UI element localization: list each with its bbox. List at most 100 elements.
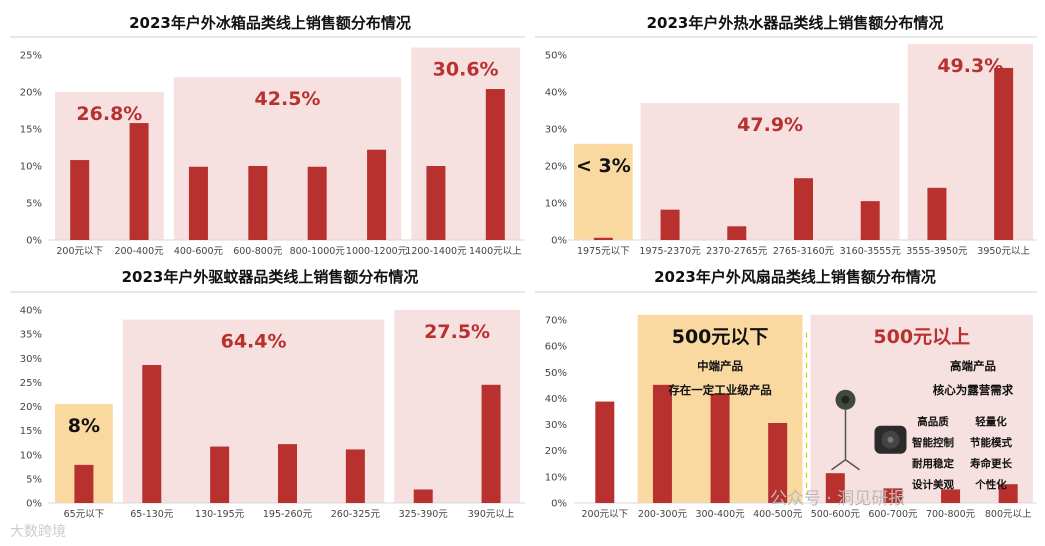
y-tick-label: 35% <box>20 330 42 341</box>
y-tick-label: 60% <box>545 342 567 353</box>
x-tick-label: 260-325元 <box>331 509 381 520</box>
group-share-label: 26.8% <box>76 103 142 125</box>
group-band-2 <box>640 103 900 240</box>
x-axis: 200元以下 200-300元 300-400元 400-500元 500-600元 60… <box>581 509 1032 520</box>
bar-5 <box>825 473 845 503</box>
bar-1 <box>74 464 94 503</box>
bar-6 <box>927 187 947 240</box>
group-share-label: 500元以上 <box>873 326 970 348</box>
x-tick-label: 700-800元 <box>926 509 976 520</box>
y-tick-label: 20% <box>20 88 42 99</box>
watermark-left: 大数跨境 <box>10 524 66 540</box>
x-tick-label: 130-195元 <box>195 509 245 520</box>
x-tick-label: 195-260元 <box>263 509 313 520</box>
feature-label: 个性化 <box>974 478 1007 491</box>
bar-5 <box>307 166 327 240</box>
feature-label: 寿命更长 <box>970 457 1012 470</box>
x-tick-label: 1400元以上 <box>469 246 522 257</box>
chart-title: 2023年户外风扇品类线上销售额分布情况 <box>654 268 936 286</box>
y-tick-label: 70% <box>545 316 567 327</box>
y-axis: 0% 10% 20% 30% 40% 50% 60% 70% <box>545 316 567 510</box>
x-tick-label: 390元以上 <box>468 509 515 520</box>
group-share-label: 27.5% <box>424 321 490 343</box>
feature-label: 轻量化 <box>975 415 1007 428</box>
feature-label: 设计美观 <box>912 478 954 491</box>
bars <box>595 384 1018 503</box>
group-share-label: 47.9% <box>737 114 803 136</box>
y-tick-label: 20% <box>545 162 567 173</box>
y-tick-label: 30% <box>545 125 567 136</box>
bar-2 <box>129 123 149 240</box>
chart-title: 2023年户外冰箱品类线上销售额分布情况 <box>129 14 411 32</box>
x-tick-label: 1975-2370元 <box>639 246 701 257</box>
x-tick-label: 65-130元 <box>130 509 174 520</box>
y-tick-label: 40% <box>545 394 567 405</box>
bar-3 <box>710 393 730 503</box>
bar-5 <box>345 449 365 503</box>
y-tick-label: 0% <box>26 236 42 247</box>
y-tick-label: 10% <box>545 472 567 483</box>
note-mid-tier: 中端产品 <box>697 359 743 373</box>
fan-product-icon <box>831 389 907 471</box>
y-tick-label: 30% <box>545 420 567 431</box>
y-tick-label: 15% <box>20 125 42 136</box>
group-share-label: 42.5% <box>255 88 321 110</box>
x-tick-label: 600-700元 <box>868 509 918 520</box>
x-tick-label: 2765-3160元 <box>773 246 835 257</box>
y-tick-label: 50% <box>545 51 567 62</box>
x-tick-label: 3950元以上 <box>977 246 1030 257</box>
bars <box>74 365 501 503</box>
x-tick-label: 3160-3555元 <box>840 246 902 257</box>
note-camping: 核心为露营需求 <box>933 383 1014 397</box>
x-tick-label: 2370-2765元 <box>706 246 768 257</box>
x-tick-label: 1000-1200元 <box>346 246 408 257</box>
bars <box>70 89 505 240</box>
group-share-label: 500元以下 <box>672 326 769 348</box>
group-share-label: 8% <box>68 415 100 437</box>
x-tick-label: 200元以下 <box>581 509 628 520</box>
bar-4 <box>794 178 813 240</box>
y-tick-label: 25% <box>20 51 42 62</box>
y-tick-label: 15% <box>20 426 42 437</box>
y-tick-label: 0% <box>26 499 42 510</box>
bar-1 <box>70 160 90 240</box>
chart-panel-2: 2023年户外热水器品类线上销售额分布情况 0% 10% 20% 30% 40% 50% 19… <box>535 14 1037 257</box>
bar-2 <box>660 209 680 240</box>
x-tick-label: 600-800元 <box>233 246 283 257</box>
x-tick-label: 200-400元 <box>114 246 164 257</box>
x-axis: 1975元以下 1975-2370元 2370-2765元 2765-3160元 316… <box>577 246 1030 257</box>
bar-6 <box>883 488 903 503</box>
chart-panel-3: 2023年户外驱蚊器品类线上销售额分布情况 0% 5% 10% 15% 20% 25% 30%… <box>10 268 525 520</box>
x-tick-label: 400-600元 <box>174 246 224 257</box>
y-tick-label: 5% <box>26 474 42 485</box>
bar-1 <box>595 401 615 503</box>
feature-label: 耐用稳定 <box>912 457 954 470</box>
bar-2 <box>142 365 162 503</box>
bar-3 <box>210 446 230 503</box>
y-axis: 0% 5% 10% 15% 20% 25% <box>20 51 42 247</box>
bar-6 <box>367 149 387 240</box>
bar-4 <box>278 444 297 503</box>
x-tick-label: 400-500元 <box>753 509 803 520</box>
group-share-label: < 3% <box>576 155 631 177</box>
bars <box>593 67 1014 240</box>
bar-3 <box>727 226 747 240</box>
y-tick-label: 20% <box>20 402 42 413</box>
x-axis: 200元以下 200-400元 400-600元 600-800元 800-1000元 1… <box>56 246 522 257</box>
x-tick-label: 800元以上 <box>985 509 1032 520</box>
x-tick-label: 65元以下 <box>64 509 105 520</box>
x-tick-label: 200元以下 <box>56 246 103 257</box>
y-tick-label: 10% <box>20 450 42 461</box>
bar-6 <box>413 489 433 503</box>
bar-1 <box>593 237 613 240</box>
group-share-label: 30.6% <box>433 59 499 81</box>
bar-8 <box>485 89 505 240</box>
bar-4 <box>248 166 268 240</box>
note-industrial: 存在一定工业级产品 <box>668 383 772 397</box>
feature-label: 智能控制 <box>911 436 954 449</box>
group-band-2 <box>122 319 385 503</box>
chart-panel-4: 2023年户外风扇品类线上销售额分布情况 0% 10% 20% 30% 40% 50% 60%… <box>535 268 1037 520</box>
bar-8 <box>998 484 1018 503</box>
bar-4 <box>768 423 788 503</box>
